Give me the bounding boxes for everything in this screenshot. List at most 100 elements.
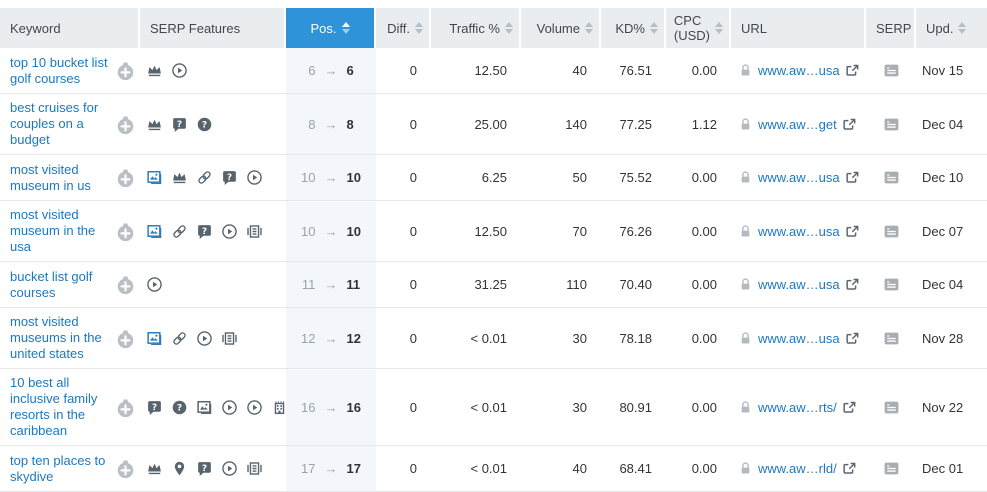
link-icon	[196, 169, 213, 186]
add-keyword-icon[interactable]	[115, 458, 136, 479]
serp-snapshot-icon[interactable]	[883, 460, 900, 477]
image-gray-icon	[196, 399, 213, 416]
lock-icon	[738, 461, 753, 476]
keyword-cell: top 10 bucket list golf courses	[0, 48, 140, 93]
position-new: 6	[346, 63, 354, 78]
keyword-link[interactable]: bucket list golf courses	[10, 268, 93, 300]
serp-features-cell: ?	[140, 201, 286, 261]
url-link[interactable]: www.aw…usa	[758, 170, 840, 185]
column-header-volume[interactable]: Volume	[521, 8, 601, 48]
url-link[interactable]: www.aw…rts/	[758, 399, 837, 415]
url-cell: www.aw…usa	[731, 155, 866, 200]
add-keyword-icon[interactable]	[115, 397, 136, 418]
external-link-icon[interactable]	[845, 63, 860, 78]
serp-snapshot-icon[interactable]	[883, 276, 900, 293]
position-old: 17	[301, 461, 316, 476]
external-link-icon[interactable]	[845, 277, 860, 292]
crown-icon	[146, 116, 163, 133]
image-blue-icon	[146, 330, 163, 347]
carousel-icon	[246, 223, 263, 240]
column-header-cpc[interactable]: CPC (USD)	[666, 8, 731, 48]
url-link[interactable]: www.aw…usa	[758, 330, 840, 346]
column-header-diff[interactable]: Diff.	[376, 8, 431, 48]
updated-date: Dec 07	[922, 223, 964, 239]
building-icon	[271, 399, 288, 416]
position-old: 10	[301, 170, 316, 185]
external-link-icon[interactable]	[845, 331, 860, 346]
play-circle-icon	[171, 62, 188, 79]
serp-snapshot-icon[interactable]	[883, 223, 900, 240]
lock-icon	[738, 170, 753, 185]
keyword-link[interactable]: most visited museum in us	[10, 161, 91, 193]
carousel-icon	[246, 460, 263, 477]
keyword-cell: bucket list golf courses	[0, 262, 140, 307]
add-keyword-icon[interactable]	[115, 328, 136, 349]
url-link[interactable]: www.aw…rld/	[758, 461, 837, 476]
add-keyword-icon[interactable]	[115, 221, 136, 242]
column-header-pos[interactable]: Pos.	[286, 8, 376, 48]
add-keyword-icon[interactable]	[115, 167, 136, 188]
position-cell: 16 → 16	[286, 369, 376, 445]
url-link[interactable]: www.aw…usa	[758, 223, 840, 239]
external-link-icon[interactable]	[845, 224, 860, 239]
kd-cell: 78.18	[619, 330, 652, 346]
column-header-kd[interactable]: KD%	[601, 8, 666, 48]
add-keyword-icon[interactable]	[115, 60, 136, 81]
volume-cell: 30	[572, 399, 587, 415]
keyword-link[interactable]: 10 best all inclusive family resorts in …	[10, 375, 98, 438]
play-circle-icon	[221, 399, 238, 416]
position-new: 16	[346, 399, 361, 415]
position-cell: 12 → 12	[286, 308, 376, 368]
arrow-right-icon: →	[324, 399, 338, 415]
question-bubble-icon: ?	[146, 399, 163, 416]
serp-snapshot-icon[interactable]	[883, 62, 900, 79]
serp-snapshot-icon[interactable]	[883, 169, 900, 186]
lock-icon	[738, 277, 753, 292]
serp-snapshot-icon[interactable]	[883, 399, 900, 416]
sort-arrows-icon	[958, 22, 967, 34]
column-header-traffic[interactable]: Traffic %	[431, 8, 521, 48]
keyword-link[interactable]: top ten places to skydive	[10, 452, 106, 484]
diff-cell: 0	[409, 223, 417, 239]
arrow-right-icon: →	[324, 116, 338, 132]
external-link-icon[interactable]	[842, 461, 857, 476]
volume-cell: 30	[572, 330, 587, 346]
keyword-cell: most visited museums in the united state…	[0, 308, 140, 368]
url-link[interactable]: www.aw…get	[758, 116, 837, 132]
sort-arrows-icon	[415, 22, 423, 34]
external-link-icon[interactable]	[842, 117, 857, 132]
serp-snapshot-icon[interactable]	[883, 116, 900, 133]
diff-cell: 0	[409, 63, 417, 78]
diff-cell: 0	[409, 116, 417, 132]
position-new: 17	[346, 461, 361, 476]
lock-icon	[738, 331, 753, 346]
add-keyword-icon[interactable]	[115, 114, 136, 135]
position-new: 12	[346, 330, 361, 346]
crown-icon	[171, 169, 188, 186]
external-link-icon[interactable]	[842, 400, 857, 415]
svg-text:?: ?	[227, 173, 232, 183]
position-new: 10	[346, 170, 361, 185]
updated-date: Dec 04	[922, 277, 964, 292]
position-new: 10	[346, 223, 361, 239]
keyword-link[interactable]: top 10 bucket list golf courses	[10, 54, 108, 86]
add-keyword-icon[interactable]	[115, 274, 136, 295]
column-header-upd[interactable]: Upd.	[916, 8, 987, 48]
url-link[interactable]: www.aw…usa	[758, 63, 840, 78]
lock-icon	[738, 400, 753, 415]
kd-cell: 75.52	[619, 170, 652, 185]
table-row: most visited museum in the usa ? 10 → 10…	[0, 201, 987, 262]
serp-snapshot-icon[interactable]	[883, 330, 900, 347]
keyword-link[interactable]: most visited museums in the united state…	[10, 314, 102, 361]
sort-arrows-icon	[505, 22, 513, 34]
play-circle-icon	[221, 460, 238, 477]
volume-cell: 140	[565, 116, 587, 132]
kd-cell: 76.26	[619, 223, 652, 239]
keyword-link[interactable]: most visited museum in the usa	[10, 207, 96, 254]
keyword-link[interactable]: best cruises for couples on a budget	[10, 100, 99, 147]
external-link-icon[interactable]	[845, 170, 860, 185]
url-link[interactable]: www.aw…usa	[758, 277, 840, 292]
diff-cell: 0	[409, 399, 417, 415]
serp-cell	[866, 308, 916, 368]
position-old: 11	[301, 277, 316, 292]
